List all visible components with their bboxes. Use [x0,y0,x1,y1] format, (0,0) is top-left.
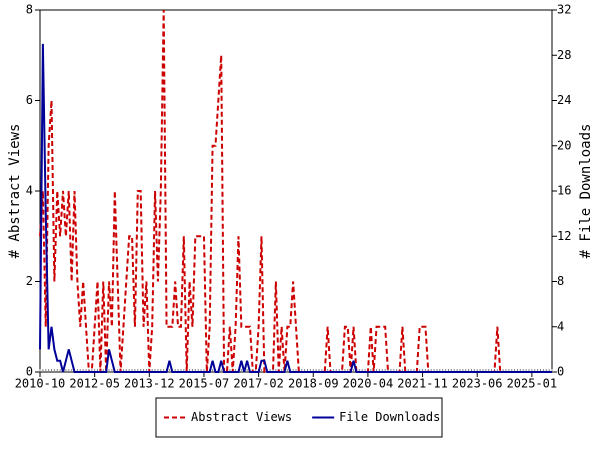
y-axis-label: # Abstract Views [7,124,23,259]
y2-tick-label: 32 [557,3,571,17]
y2-tick-label: 4 [557,319,564,333]
x-tick-label: 2020-04 [343,377,394,391]
y-tick-label: 4 [26,184,33,198]
x-tick-label: 2021-11 [397,377,448,391]
x-tick-label: 2010-10 [15,377,66,391]
y-tick-label: 8 [26,3,33,17]
y-tick-label: 0 [26,365,33,379]
y2-tick-label: 0 [557,365,564,379]
x-tick-label: 2018-09 [288,377,339,391]
series-line [39,43,552,373]
y2-tick-label: 12 [557,229,571,243]
legend-box [155,397,443,438]
y2-tick-label: 28 [557,48,571,62]
x-tick-label: 2015-07 [179,377,230,391]
y2-tick-label: 20 [557,138,571,152]
x-tick-label: 2012-05 [69,377,120,391]
y2-tick-label: 16 [557,184,571,198]
y2-tick-label: 24 [557,93,571,107]
x-tick-label: 2013-12 [124,377,175,391]
legend-label: Abstract Views [191,410,292,424]
x-tick-label: 2025-01 [507,377,558,391]
legend-label: File Downloads [339,410,440,424]
y2-tick-label: 8 [557,274,564,288]
y-tick-label: 2 [26,274,33,288]
x-tick-label: 2023-06 [452,377,503,391]
x-tick-label: 2017-02 [233,377,284,391]
y2-axis-label: # File Downloads [578,124,594,259]
y-tick-label: 6 [26,93,33,107]
series-line [39,9,552,373]
